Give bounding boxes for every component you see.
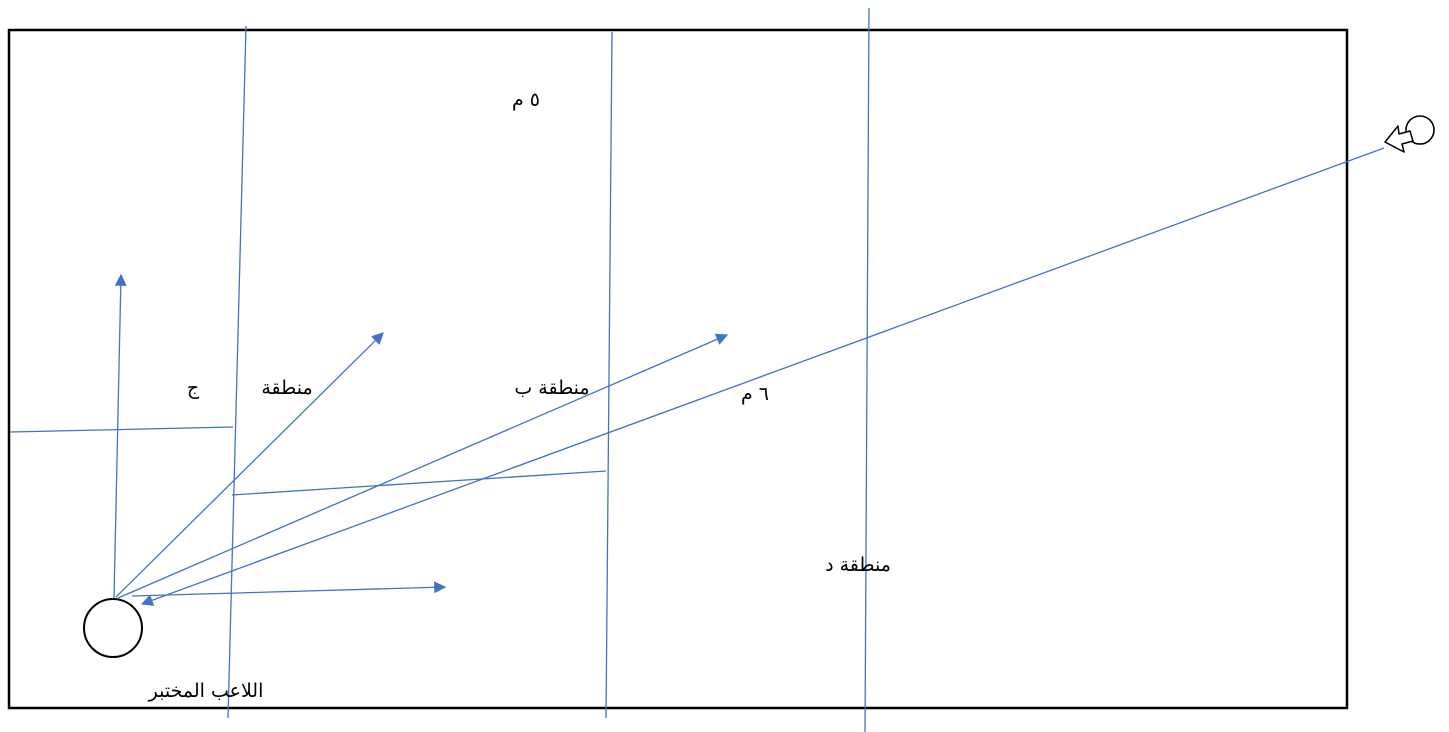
player-circle-icon <box>83 598 143 658</box>
label-zone-c-word: منطقة <box>261 377 312 399</box>
label-zone-c-letter: ج <box>187 377 200 399</box>
arrow-zone-c <box>115 332 384 598</box>
label-distance-5m: ٥ م <box>512 89 540 111</box>
divider-line-1 <box>227 25 247 719</box>
target-circle-icon <box>1405 115 1435 145</box>
divider-line-3 <box>864 7 870 732</box>
divider-line-2 <box>605 31 613 719</box>
label-zone-d: منطقة د <box>825 554 891 576</box>
arrow-up <box>113 273 127 599</box>
field-border <box>7 28 1349 710</box>
arrow-right <box>131 581 447 597</box>
zone-b-boundary-line <box>231 470 607 496</box>
label-distance-6m: ٦ م <box>741 383 769 405</box>
zone-c-boundary-line <box>9 426 234 433</box>
label-zone-b: منطقة ب <box>514 377 589 399</box>
hollow-arrow-icon <box>1384 125 1414 153</box>
arrow-zone-b <box>117 333 729 599</box>
incoming-pass-line <box>140 147 1385 606</box>
label-tested-player: اللاعب المختبر <box>148 680 264 702</box>
